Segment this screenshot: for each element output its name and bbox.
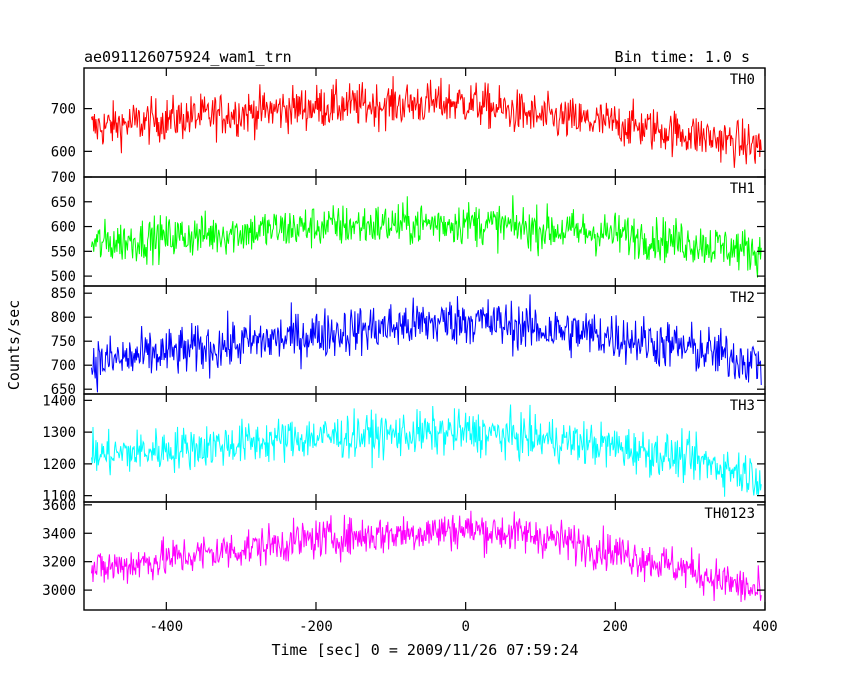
chart-title: ae091126075924_wam1_trn (84, 48, 292, 66)
series-line-th0 (90, 76, 762, 168)
x-tick-label: 0 (461, 619, 469, 635)
y-tick-label: 600 (51, 144, 76, 160)
y-tick-label: 700 (51, 170, 76, 186)
x-axis-label: Time [sec] 0 = 2009/11/26 07:59:24 (271, 641, 578, 659)
bin-time-label: Bin time: 1.0 s (615, 48, 750, 66)
y-tick-label: 700 (51, 358, 76, 374)
x-tick-label: 200 (603, 619, 628, 635)
y-tick-label: 3600 (42, 498, 76, 514)
y-tick-label: 650 (51, 195, 76, 211)
y-tick-label: 600 (51, 220, 76, 236)
x-tick-label: 400 (752, 619, 777, 635)
y-tick-label: 750 (51, 334, 76, 350)
panel-label-th0123: TH0123 (704, 506, 755, 522)
y-tick-label: 1300 (42, 425, 76, 441)
y-tick-label: 700 (51, 102, 76, 118)
y-axis-label: Counts/sec (5, 300, 23, 390)
y-tick-label: 1100 (42, 489, 76, 505)
y-tick-label: 1200 (42, 457, 76, 473)
y-tick-label: 3000 (42, 583, 76, 599)
x-tick-label: -200 (299, 619, 333, 635)
series-line-th1 (90, 195, 762, 278)
y-tick-label: 800 (51, 310, 76, 326)
y-tick-label: 3200 (42, 555, 76, 571)
y-tick-label: 3400 (42, 526, 76, 542)
series-line-th3 (90, 404, 762, 497)
y-tick-label: 550 (51, 244, 76, 260)
panel-frame (83, 501, 766, 611)
x-tick-label: -400 (149, 619, 183, 635)
y-tick-label: 850 (51, 286, 76, 302)
panel-label-th1: TH1 (730, 181, 755, 197)
series-line-th2 (90, 294, 762, 393)
y-tick-label: 650 (51, 382, 76, 398)
series-line-th0123 (90, 510, 762, 602)
y-tick-label: 1400 (42, 393, 76, 409)
panels-group: 600 700 TH0 500 550 600 650 700 TH1 650 700 750 800 8… (42, 67, 778, 635)
y-tick-label: 500 (51, 269, 76, 285)
panel-label-th3: TH3 (730, 398, 755, 414)
panel-label-th0: TH0 (730, 72, 755, 88)
panel-label-th2: TH2 (730, 290, 755, 306)
